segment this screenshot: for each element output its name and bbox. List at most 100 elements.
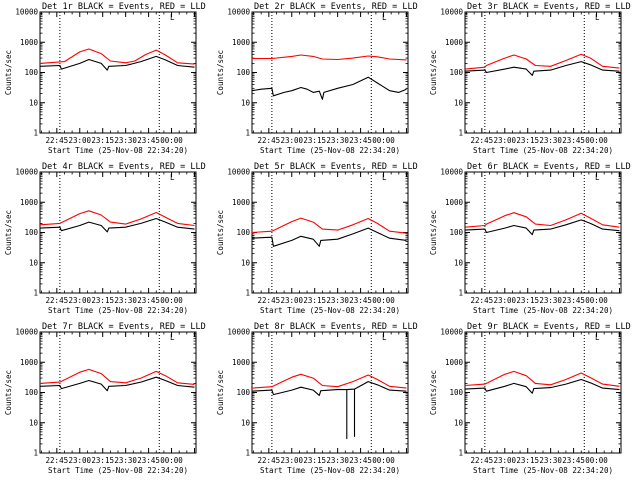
y-tick-label: 10000 [440, 328, 463, 337]
series-lld-line [39, 368, 195, 385]
y-tick-label: 100 [449, 228, 463, 237]
y-tick-label: 10 [241, 258, 251, 267]
x-tick-label: 22:45 [471, 456, 494, 465]
y-tick-label: 100 [236, 68, 250, 77]
y-tick-label: 1000 [232, 198, 251, 207]
x-axis-label: Start Time (25-Nov-08 22:34:20) [48, 466, 188, 475]
y-axis-label: Counts/sec [216, 210, 225, 255]
x-tick-label: 22:45 [46, 136, 69, 145]
x-axis-label: Start Time (25-Nov-08 22:34:20) [473, 466, 613, 475]
x-tick-label: 23:30 [114, 456, 137, 465]
x-tick-label: 00:00 [160, 136, 183, 145]
x-tick-label: 23:00 [280, 136, 303, 145]
y-tick-label: 10000 [440, 8, 463, 17]
x-tick-label: 23:00 [493, 296, 516, 305]
y-tick-label: 10000 [227, 8, 250, 17]
y-tick-label: 10000 [15, 8, 38, 17]
y-tick-label: 1000 [20, 38, 39, 47]
x-tick-label: 23:00 [493, 136, 516, 145]
chart-title: Det 7r BLACK = Events, RED = LLD [42, 322, 206, 332]
y-tick-label: 10 [454, 418, 464, 427]
lld-marker: L [595, 13, 600, 22]
x-tick-label: 23:00 [68, 136, 91, 145]
chart-title: Det 4r BLACK = Events, RED = LLD [42, 162, 206, 172]
x-tick-label: 23:15 [303, 456, 326, 465]
lld-marker: L [595, 333, 600, 342]
x-tick-label: 23:15 [303, 136, 326, 145]
series-lld-line [464, 53, 620, 70]
y-tick-label: 10 [454, 98, 464, 107]
y-tick-label: 1000 [20, 358, 39, 367]
chart-title: Det 6r BLACK = Events, RED = LLD [467, 162, 631, 172]
y-tick-label: 1000 [445, 358, 464, 367]
chart-panel-5: Det 5r BLACK = Events, RED = LLD 1 10 100 10… [216, 162, 418, 315]
chart-panel-2: Det 2r BLACK = Events, RED = LLD 1 10 100 10… [216, 2, 418, 155]
plot-frame [251, 171, 409, 294]
series-events-line [464, 219, 620, 236]
chart-title: Det 3r BLACK = Events, RED = LLD [467, 2, 631, 12]
x-axis-label: Start Time (25-Nov-08 22:34:20) [260, 466, 400, 475]
y-tick-label: 1 [33, 289, 38, 298]
series-events-line [251, 381, 407, 440]
series-events-line [251, 227, 407, 247]
y-tick-label: 1 [245, 289, 250, 298]
x-tick-label: 00:00 [372, 456, 395, 465]
series-events-line [39, 55, 195, 71]
y-tick-label: 1000 [445, 198, 464, 207]
x-tick-label: 23:00 [280, 296, 303, 305]
series-lld-line [251, 217, 407, 234]
x-tick-label: 23:45 [137, 456, 160, 465]
series-lld-line [252, 54, 407, 61]
series-lld-line [251, 373, 407, 389]
lld-marker: L [170, 173, 175, 182]
y-tick-label: 1 [458, 289, 463, 298]
x-tick-label: 22:45 [46, 296, 69, 305]
lld-marker: L [382, 13, 387, 22]
x-axis-label: Start Time (25-Nov-08 22:34:20) [260, 306, 400, 315]
y-axis-label: Counts/sec [429, 210, 438, 255]
y-tick-label: 1 [245, 129, 250, 138]
x-tick-label: 23:30 [326, 296, 349, 305]
lld-marker: L [595, 173, 600, 182]
y-tick-label: 10 [241, 418, 251, 427]
y-tick-label: 100 [449, 68, 463, 77]
x-tick-label: 23:30 [114, 296, 137, 305]
x-tick-label: 00:00 [585, 296, 608, 305]
x-tick-label: 22:45 [471, 296, 494, 305]
lld-marker: L [382, 173, 387, 182]
x-tick-label: 23:15 [516, 456, 539, 465]
chart-title: Det 1r BLACK = Events, RED = LLD [42, 2, 206, 12]
x-tick-label: 23:30 [539, 296, 562, 305]
chart-title: Det 9r BLACK = Events, RED = LLD [467, 322, 631, 332]
y-tick-label: 1000 [232, 38, 251, 47]
y-tick-label: 10000 [15, 328, 38, 337]
x-tick-label: 22:45 [258, 456, 281, 465]
x-axis-label: Start Time (25-Nov-08 22:34:20) [260, 146, 400, 155]
x-tick-label: 23:00 [68, 456, 91, 465]
series-events-line [251, 76, 407, 100]
y-axis-label: Counts/sec [4, 50, 13, 95]
y-tick-label: 10 [241, 98, 251, 107]
x-tick-label: 23:45 [349, 136, 372, 145]
x-tick-label: 23:00 [68, 296, 91, 305]
y-tick-label: 10000 [15, 168, 38, 177]
x-tick-label: 23:45 [562, 296, 585, 305]
x-tick-label: 23:45 [562, 456, 585, 465]
x-tick-label: 23:30 [539, 136, 562, 145]
x-tick-label: 22:45 [258, 136, 281, 145]
y-tick-label: 100 [24, 68, 38, 77]
series-lld-line [39, 48, 195, 65]
x-tick-label: 23:15 [516, 296, 539, 305]
chart-panel-3: Det 3r BLACK = Events, RED = LLD 1 10 100 10… [429, 2, 631, 155]
x-tick-label: 23:15 [91, 136, 114, 145]
chart-panel-7: Det 7r BLACK = Events, RED = LLD 1 10 100 10… [4, 322, 206, 475]
y-tick-label: 1 [458, 129, 463, 138]
y-axis-label: Counts/sec [4, 370, 13, 415]
y-tick-label: 10000 [227, 168, 250, 177]
x-tick-label: 00:00 [585, 136, 608, 145]
x-tick-label: 23:00 [280, 456, 303, 465]
plot-frame [251, 11, 409, 134]
x-tick-label: 23:45 [137, 296, 160, 305]
series-lld-line [464, 212, 620, 228]
y-tick-label: 10000 [440, 168, 463, 177]
